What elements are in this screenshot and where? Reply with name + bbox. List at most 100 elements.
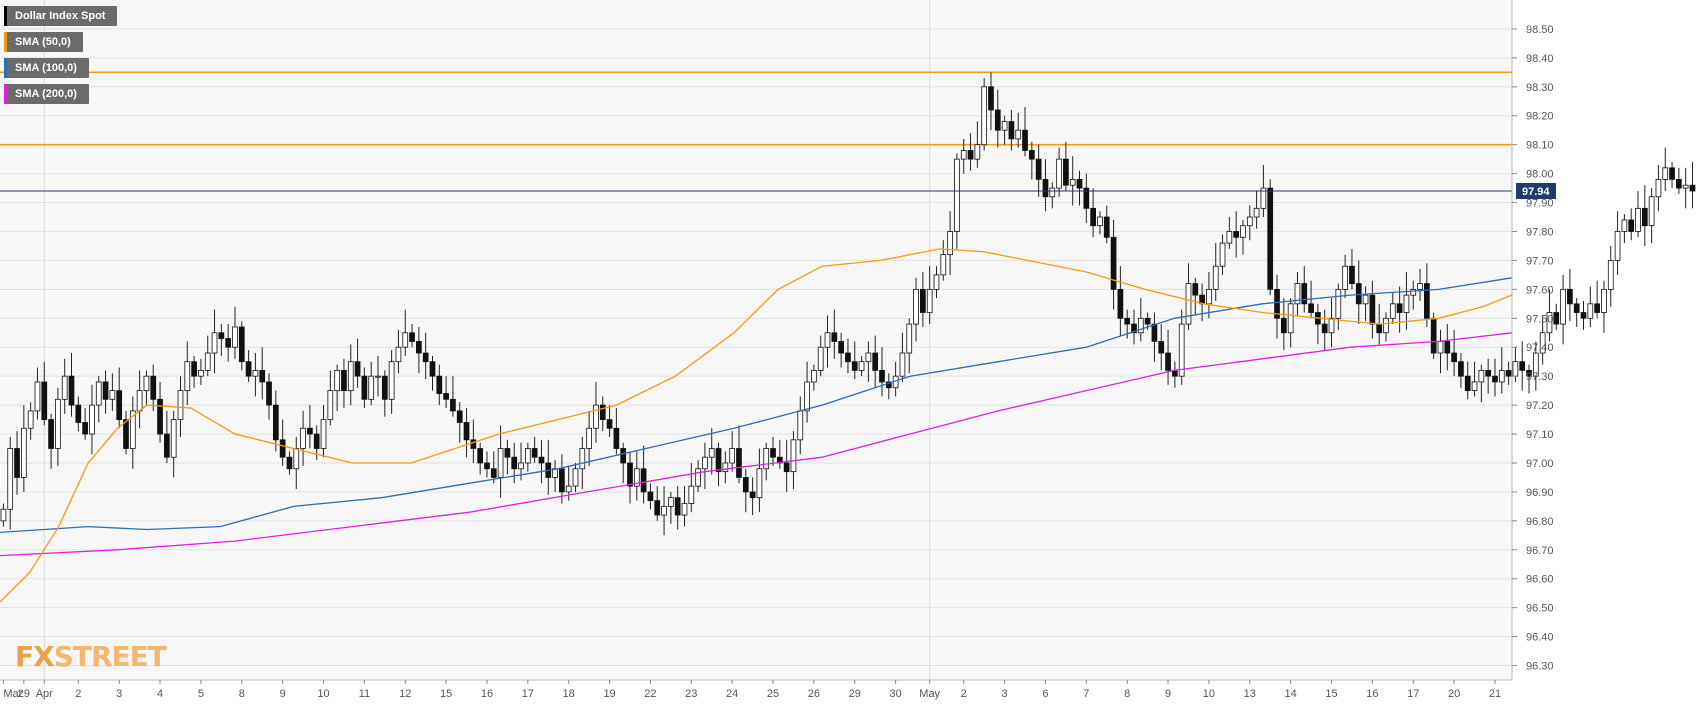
candle-bear — [736, 448, 742, 478]
candle-bear — [1553, 312, 1560, 325]
candle-bear — [1464, 375, 1471, 392]
candle-bear — [361, 375, 368, 400]
candle-bull — [402, 332, 409, 348]
sma-200-line — [0, 332, 1513, 557]
x-tick-label: 26 — [808, 688, 820, 700]
candle-bear — [1628, 219, 1635, 232]
legend-item-dollar-index[interactable]: Dollar Index Spot — [4, 6, 118, 26]
candle-bull — [143, 375, 150, 392]
candle-bear — [988, 86, 994, 111]
candle-bear — [456, 410, 463, 423]
candle-bull — [1240, 225, 1246, 238]
candle-bull — [1478, 369, 1485, 383]
candle-bull — [1532, 352, 1539, 377]
candle-bull — [586, 427, 592, 449]
candle-bear — [286, 456, 293, 470]
candle-bull — [817, 346, 824, 371]
candle-bear — [123, 419, 129, 449]
candle-bear — [1526, 369, 1532, 377]
candle-bear — [490, 468, 497, 478]
y-tick-label: 97.40 — [1526, 342, 1554, 354]
candle-bear — [484, 462, 490, 470]
candle-bear — [341, 369, 347, 392]
x-tick-label: 2 — [961, 688, 967, 700]
candle-bear — [1573, 303, 1580, 313]
sma-100-line — [0, 277, 1513, 534]
candle-bear — [238, 326, 245, 363]
candle-bull — [1403, 294, 1410, 313]
legend-item-sma-100[interactable]: SMA (100,0) — [4, 58, 89, 78]
logo-fx: FX — [15, 640, 55, 673]
legend-swatch-magenta — [4, 84, 7, 104]
candle-bear — [381, 375, 388, 400]
candle-bull — [1383, 317, 1389, 334]
candle-bull — [518, 462, 524, 470]
candle-bull — [1260, 187, 1267, 209]
candle-bull — [7, 448, 14, 510]
legend-label: Dollar Index Spot — [15, 10, 106, 22]
x-tick-label: 23 — [685, 688, 697, 700]
candle-bear — [1008, 121, 1015, 140]
candle-bull — [1471, 381, 1478, 392]
candle-bull — [1614, 231, 1621, 261]
candle-bull — [34, 381, 41, 412]
candle-bull — [1137, 317, 1144, 334]
y-tick-label: 97.50 — [1526, 313, 1554, 325]
candle-bull — [974, 144, 981, 160]
candle-bull — [252, 369, 259, 377]
candle-bear — [647, 491, 654, 501]
candle-bull — [109, 390, 116, 400]
candle-bear — [1689, 184, 1696, 192]
candle-bull — [1362, 294, 1369, 305]
legend-item-sma-50[interactable]: SMA (50,0) — [4, 32, 83, 52]
candle-bull — [1246, 216, 1253, 227]
candle-bear — [450, 398, 456, 412]
candle-bear — [1641, 207, 1648, 227]
candle-bear — [1492, 375, 1498, 383]
y-tick-label: 98.10 — [1526, 140, 1554, 152]
x-tick-label: 22 — [644, 688, 656, 700]
candle-bull — [1069, 179, 1076, 186]
candle-bull — [497, 448, 504, 478]
candle-bull — [61, 375, 68, 400]
candle-bear — [14, 448, 20, 478]
candle-bear — [82, 422, 88, 435]
candle-bull — [926, 288, 933, 313]
candle-bear — [1505, 369, 1512, 377]
x-tick-label: 9 — [1165, 688, 1171, 700]
candle-bull — [954, 158, 960, 232]
candle-bull — [20, 427, 27, 478]
candle-bear — [266, 381, 272, 406]
candle-bear — [68, 375, 75, 406]
candle-bull — [1417, 283, 1423, 290]
candle-bull — [1560, 288, 1566, 325]
y-tick-label: 97.10 — [1526, 429, 1554, 441]
candle-bear — [1158, 341, 1165, 354]
candle-bull — [708, 448, 715, 458]
candle-bear — [1458, 361, 1464, 377]
y-tick-label: 97.00 — [1526, 458, 1554, 470]
candle-bear — [1280, 317, 1287, 334]
candle-bull — [1512, 361, 1519, 377]
x-tick-label: 4 — [157, 688, 163, 700]
candle-bear — [279, 439, 286, 458]
fxstreet-logo: FXSTREET — [15, 640, 167, 673]
candle-bear — [1028, 150, 1035, 160]
candle-bull — [55, 398, 61, 449]
candle-bull — [593, 404, 599, 429]
candle-bear — [715, 448, 722, 473]
candle-bear — [531, 448, 538, 458]
candle-bear — [409, 332, 415, 342]
x-tick-label: 25 — [767, 688, 779, 700]
candle-bear — [1083, 187, 1090, 209]
x-tick-label: 8 — [239, 688, 245, 700]
candle-bear — [613, 427, 620, 449]
candle-bull — [811, 369, 817, 383]
candle-bear — [627, 462, 633, 487]
legend-item-sma-200[interactable]: SMA (200,0) — [4, 84, 89, 104]
candle-bull — [1587, 303, 1594, 319]
candle-bull — [347, 361, 354, 392]
candle-bull — [1648, 196, 1655, 227]
candle-bull — [1410, 288, 1417, 296]
